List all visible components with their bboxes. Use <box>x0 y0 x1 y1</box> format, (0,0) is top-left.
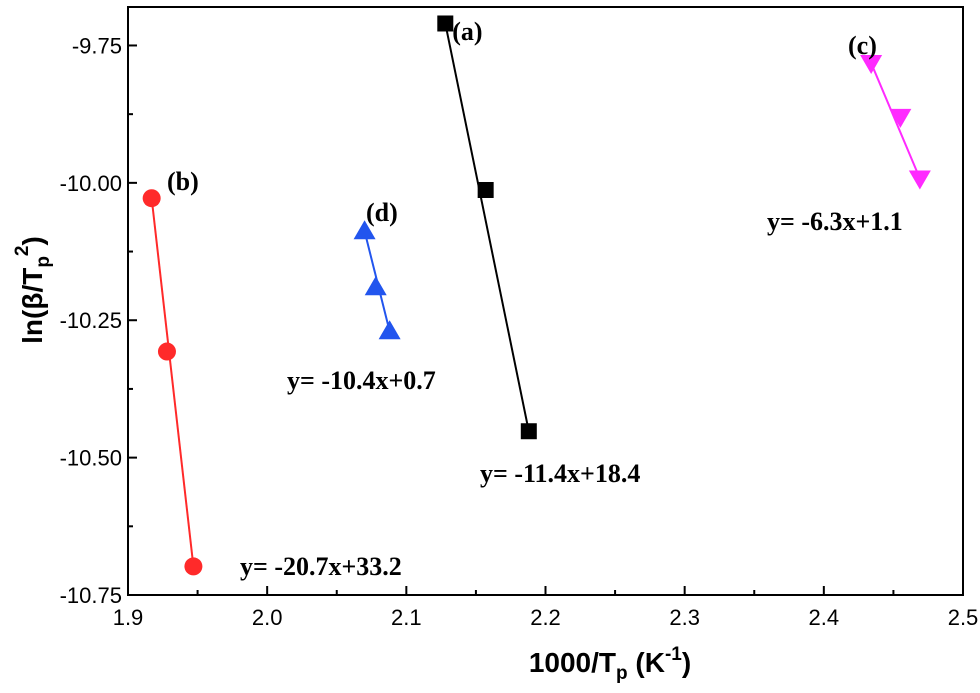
series-tag-label: (b) <box>167 167 199 196</box>
data-point-square <box>520 423 537 440</box>
data-point-square <box>477 181 494 198</box>
data-point-triangle-up <box>364 276 387 296</box>
fit-equation-label: y= -10.4x+0.7 <box>287 366 436 395</box>
fit-equation-label: y= -20.7x+33.2 <box>240 552 402 581</box>
fit-equation-label: y= -11.4x+18.4 <box>480 459 640 488</box>
data-point-square <box>437 15 454 32</box>
data-point-triangle-down <box>860 55 883 75</box>
y-tick-label: -10.75 <box>60 583 122 608</box>
x-axis-title: 1000/Tp (K-1) <box>529 644 691 684</box>
fit-line <box>150 198 195 567</box>
series-square <box>437 15 537 440</box>
data-point-triangle-up <box>378 320 401 340</box>
y-tick-label: -10.50 <box>60 446 122 471</box>
x-tick-label: 2.2 <box>530 605 561 630</box>
fit-line <box>444 23 530 432</box>
y-tick-label: -10.25 <box>60 308 122 333</box>
fit-equation-label: y= -6.3x+1.1 <box>767 207 903 236</box>
data-point-circle <box>157 342 176 361</box>
x-tick-label: 1.9 <box>113 605 144 630</box>
y-tick-label: -9.75 <box>72 33 122 58</box>
x-tick-label: 2.3 <box>669 605 700 630</box>
data-point-triangle-up <box>353 220 376 240</box>
series-tag-label: (a) <box>452 17 482 46</box>
y-tick-label: -10.00 <box>60 171 122 196</box>
series-layer <box>142 15 931 576</box>
series-triangle-down <box>860 55 931 190</box>
series-circle <box>142 189 203 576</box>
x-tick-label: 2.4 <box>809 605 840 630</box>
fit-line <box>870 62 921 179</box>
data-point-circle <box>184 557 203 576</box>
series-triangle-up <box>353 220 401 340</box>
data-point-triangle-down <box>889 108 912 128</box>
plot-frame <box>127 6 964 596</box>
y-axis-ticks: -10.75 -10.50 -10.25 -10.00 -9.75 <box>60 33 137 608</box>
data-point-circle <box>142 189 161 208</box>
x-axis-ticks: 1.9 2.0 2.1 2.2 2.3 2.4 2.5 <box>113 586 979 630</box>
x-tick-label: 2.5 <box>948 605 979 630</box>
x-tick-label: 2.1 <box>391 605 422 630</box>
plot-area <box>127 6 964 596</box>
series-tag-label: (d) <box>366 198 398 227</box>
label-layer: (a) y= -11.4x+18.4 (b) y= -20.7x+33.2 (c) y= … <box>167 17 903 581</box>
x-tick-label: 2.0 <box>252 605 283 630</box>
series-tag-label: (c) <box>848 31 877 60</box>
data-point-triangle-down <box>908 170 931 190</box>
y-axis-title: ln(β/Tp2) <box>12 236 54 344</box>
